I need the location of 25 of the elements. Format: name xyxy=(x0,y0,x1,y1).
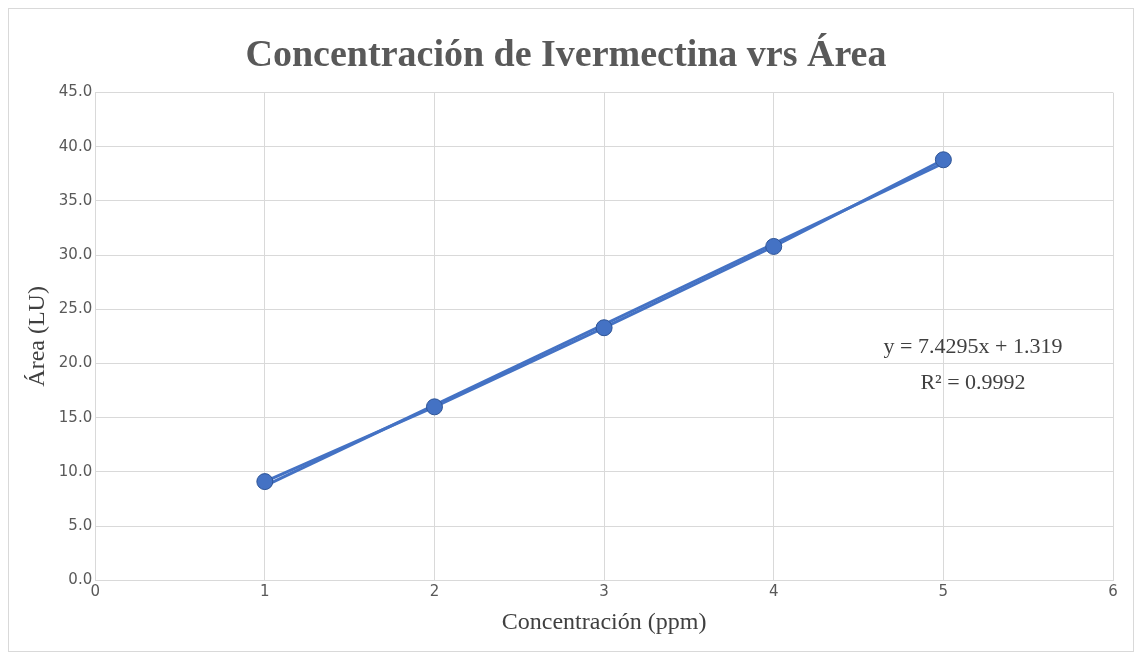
y-tick-label: 25.0 xyxy=(58,299,93,318)
x-tick-label: 2 xyxy=(429,582,440,601)
x-tick-label: 6 xyxy=(1108,582,1118,601)
x-axis-title: Concentración (ppm) xyxy=(501,607,707,634)
x-tick-label: 5 xyxy=(938,582,949,601)
chart-title: Concentración de Ivermectina vrs Área xyxy=(245,31,887,74)
y-tick-label: 30.0 xyxy=(58,245,93,264)
y-tick-label: 15.0 xyxy=(58,407,93,426)
point xyxy=(934,151,952,169)
annotation: R² = 0.9992 xyxy=(920,369,1026,395)
annotation: y = 7.4295x + 1.319 xyxy=(883,333,1063,359)
y-tick-label: 20.0 xyxy=(58,353,93,372)
y-tick-label: 35.0 xyxy=(58,190,93,209)
y-tick-label: 5.0 xyxy=(68,515,93,534)
y-axis-title: Área (LU) xyxy=(22,286,49,387)
x-tick-label: 4 xyxy=(768,582,779,601)
y-tick-label: 10.0 xyxy=(58,461,93,480)
y-tick-label: 45.0 xyxy=(58,82,93,101)
point xyxy=(256,473,274,491)
x-tick-label: 3 xyxy=(599,582,609,601)
x-tick-label: 1 xyxy=(260,582,270,601)
y-tick-label: 40.0 xyxy=(58,136,93,155)
point xyxy=(765,237,783,255)
point xyxy=(425,398,443,416)
point xyxy=(595,319,613,337)
